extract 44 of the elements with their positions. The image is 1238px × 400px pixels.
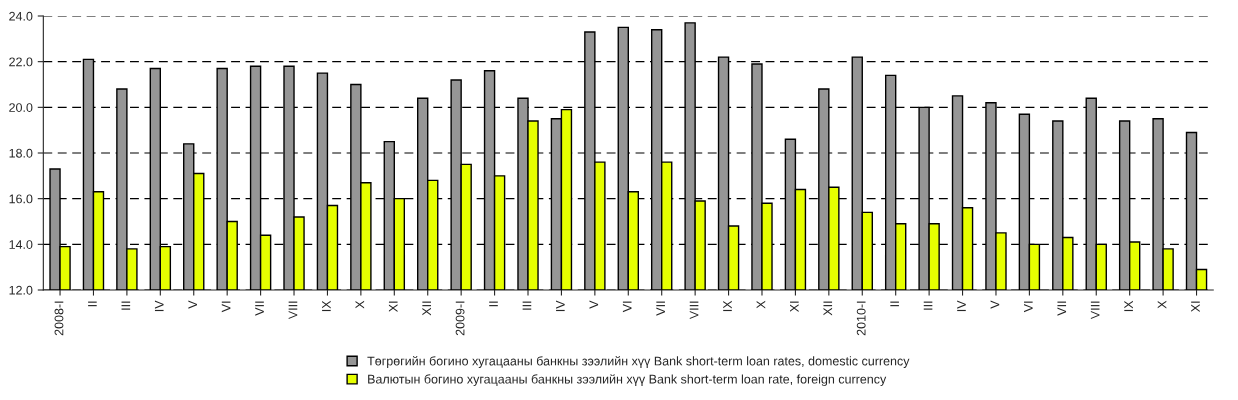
x-tick-label: X <box>756 300 766 309</box>
x-tick-label: IV <box>556 300 565 312</box>
x-tick-label: VI <box>221 301 231 313</box>
x-tick-label: X <box>355 300 365 309</box>
x-tick-label: IX <box>322 300 331 312</box>
x-tick-label: II <box>88 301 97 307</box>
x-tick-label: XI <box>790 301 799 312</box>
x-tick-label: III <box>522 301 532 310</box>
x-tick-label: XI <box>1191 301 1200 312</box>
x-tick-label: XII <box>422 301 431 316</box>
x-tick-label: XII <box>823 301 833 316</box>
x-tick-label: XI <box>388 301 398 312</box>
x-tick-label: V <box>188 300 197 309</box>
x-tick-label: VII <box>255 301 264 316</box>
y-tick-label: 24.0 <box>9 11 33 21</box>
x-tick-label: V <box>990 300 1000 309</box>
x-tick-label: VII <box>656 301 665 316</box>
x-tick-label: VIII <box>288 301 298 320</box>
x-tick-label: VIII <box>1090 301 1100 320</box>
y-tick-label: 18.0 <box>9 148 33 158</box>
y-tick-label: 20.0 <box>9 103 33 112</box>
y-tick-label: 12.0 <box>9 285 33 295</box>
y-tick-label: 14.0 <box>9 240 33 249</box>
x-tick-label: III <box>121 301 131 310</box>
x-tick-label: X <box>1157 300 1167 309</box>
y-tick-label: 22.0 <box>9 57 33 67</box>
x-tick-label: 2008-I <box>54 301 64 336</box>
legend-label: Валютын богино хугацааны банкны зээлийн хүү Bank short-term loan rate, foreign currency <box>368 374 887 387</box>
x-tick-label: 2010-I <box>856 301 866 336</box>
x-tick-label: IX <box>723 300 732 312</box>
legend-label: Төгрөгийн богино хугацааны банкны зээлийн хүү Bank short-term loan rates, domestic currency <box>367 356 910 368</box>
x-tick-label: VI <box>622 301 632 313</box>
x-tick-label: VII <box>1057 301 1067 316</box>
y-tick-label: 16.0 <box>9 194 33 204</box>
x-tick-label: V <box>589 300 599 309</box>
x-tick-label: IV <box>154 300 164 312</box>
x-tick-label: IV <box>957 300 966 312</box>
x-tick-label: III <box>923 301 933 310</box>
x-tick-label: 2009-I <box>455 301 465 336</box>
x-tick-label: II <box>890 301 899 307</box>
x-tick-label: II <box>489 301 498 307</box>
x-tick-label: VIII <box>689 301 699 320</box>
x-tick-label: IX <box>1124 300 1133 312</box>
x-tick-label: VI <box>1024 301 1033 313</box>
